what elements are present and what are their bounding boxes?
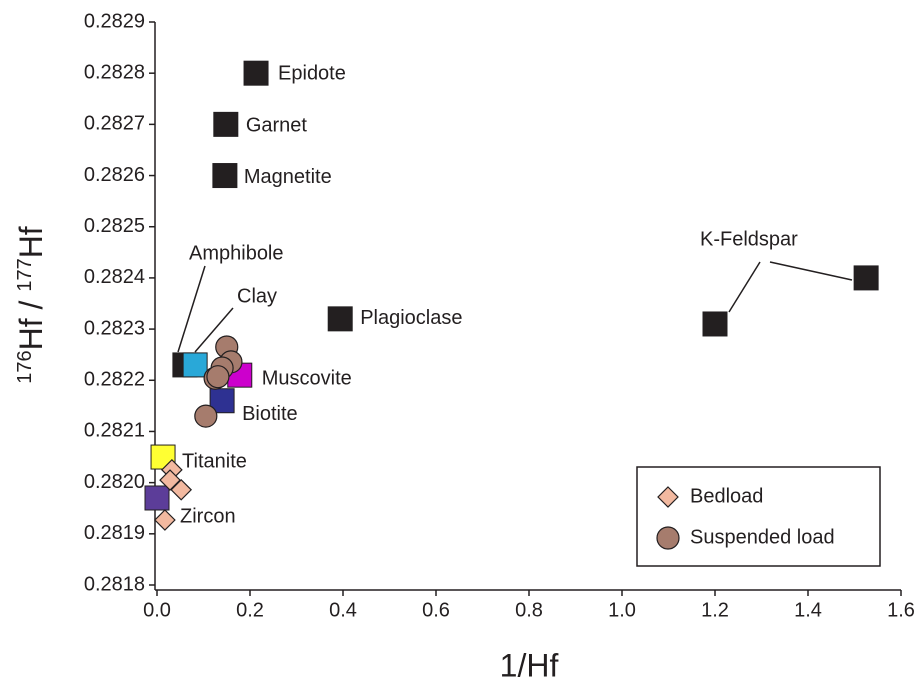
x-tick-label: 0.6 <box>422 599 450 621</box>
mineral-point <box>182 352 208 378</box>
y-tick-label: 0.2829 <box>84 10 145 32</box>
y-title-sup: 177 <box>14 258 36 291</box>
x-tick-label: 0.2 <box>236 599 264 621</box>
x-tick-label: 0.0 <box>143 599 171 621</box>
bedload-point <box>170 478 193 501</box>
mineral-label: Clay <box>237 285 277 307</box>
mineral-point <box>213 111 239 137</box>
legend-label: Suspended load <box>690 526 835 548</box>
y-title-part: Hf / <box>13 292 49 351</box>
legend-label: Bedload <box>690 485 763 507</box>
mineral-point <box>243 60 269 86</box>
suspended-point <box>206 365 230 389</box>
y-axis-title: 176Hf / 177Hf <box>13 226 49 384</box>
mineral-label: K-Feldspar <box>700 228 798 250</box>
y-tick-label: 0.2823 <box>84 317 145 339</box>
mineral-point <box>702 311 728 337</box>
mineral-label: Garnet <box>246 115 308 137</box>
y-tick-label: 0.2819 <box>84 522 145 544</box>
mineral-label: Biotite <box>242 403 298 425</box>
suspended-point <box>194 404 218 428</box>
mineral-label: Magnetite <box>244 166 332 188</box>
y-tick-label: 0.2818 <box>84 573 145 595</box>
y-tick-label: 0.2825 <box>84 215 145 237</box>
x-tick-label: 1.6 <box>887 599 915 621</box>
x-tick-label: 1.0 <box>608 599 636 621</box>
bedload-point <box>159 469 181 491</box>
mineral-label: Amphibole <box>189 242 284 264</box>
y-tick-label: 0.2822 <box>84 369 145 391</box>
mineral-point <box>212 163 238 189</box>
y-tick-label: 0.2828 <box>84 61 145 83</box>
legend-marker <box>657 486 679 508</box>
y-title-sup: 176 <box>14 350 36 383</box>
y-tick-label: 0.2826 <box>84 164 145 186</box>
mineral-point <box>327 306 353 332</box>
x-tick-label: 1.4 <box>794 599 822 621</box>
mineral-label: Zircon <box>180 505 236 527</box>
leader-line <box>728 261 761 313</box>
legend-box <box>636 466 881 567</box>
legend-marker <box>656 526 680 550</box>
leader-line <box>177 265 206 353</box>
y-tick-label: 0.2820 <box>84 471 145 493</box>
x-tick-label: 1.2 <box>701 599 729 621</box>
y-tick-label: 0.2824 <box>84 266 145 288</box>
x-tick-label: 0.8 <box>515 599 543 621</box>
x-axis-title: 1/Hf <box>500 647 559 683</box>
y-tick-label: 0.2821 <box>84 420 145 442</box>
y-title-part: Hf <box>13 226 49 258</box>
mineral-label: Muscovite <box>262 367 352 389</box>
leader-line <box>194 307 234 353</box>
x-tick-label: 0.4 <box>329 599 357 621</box>
y-tick-label: 0.2827 <box>84 113 145 135</box>
mineral-point <box>853 265 879 291</box>
leader-line <box>769 261 853 281</box>
mineral-point <box>144 485 170 511</box>
mineral-label: Plagioclase <box>360 307 462 329</box>
bedload-point <box>154 509 176 531</box>
mineral-label: Epidote <box>278 62 346 84</box>
mineral-label: Titanite <box>182 450 247 472</box>
